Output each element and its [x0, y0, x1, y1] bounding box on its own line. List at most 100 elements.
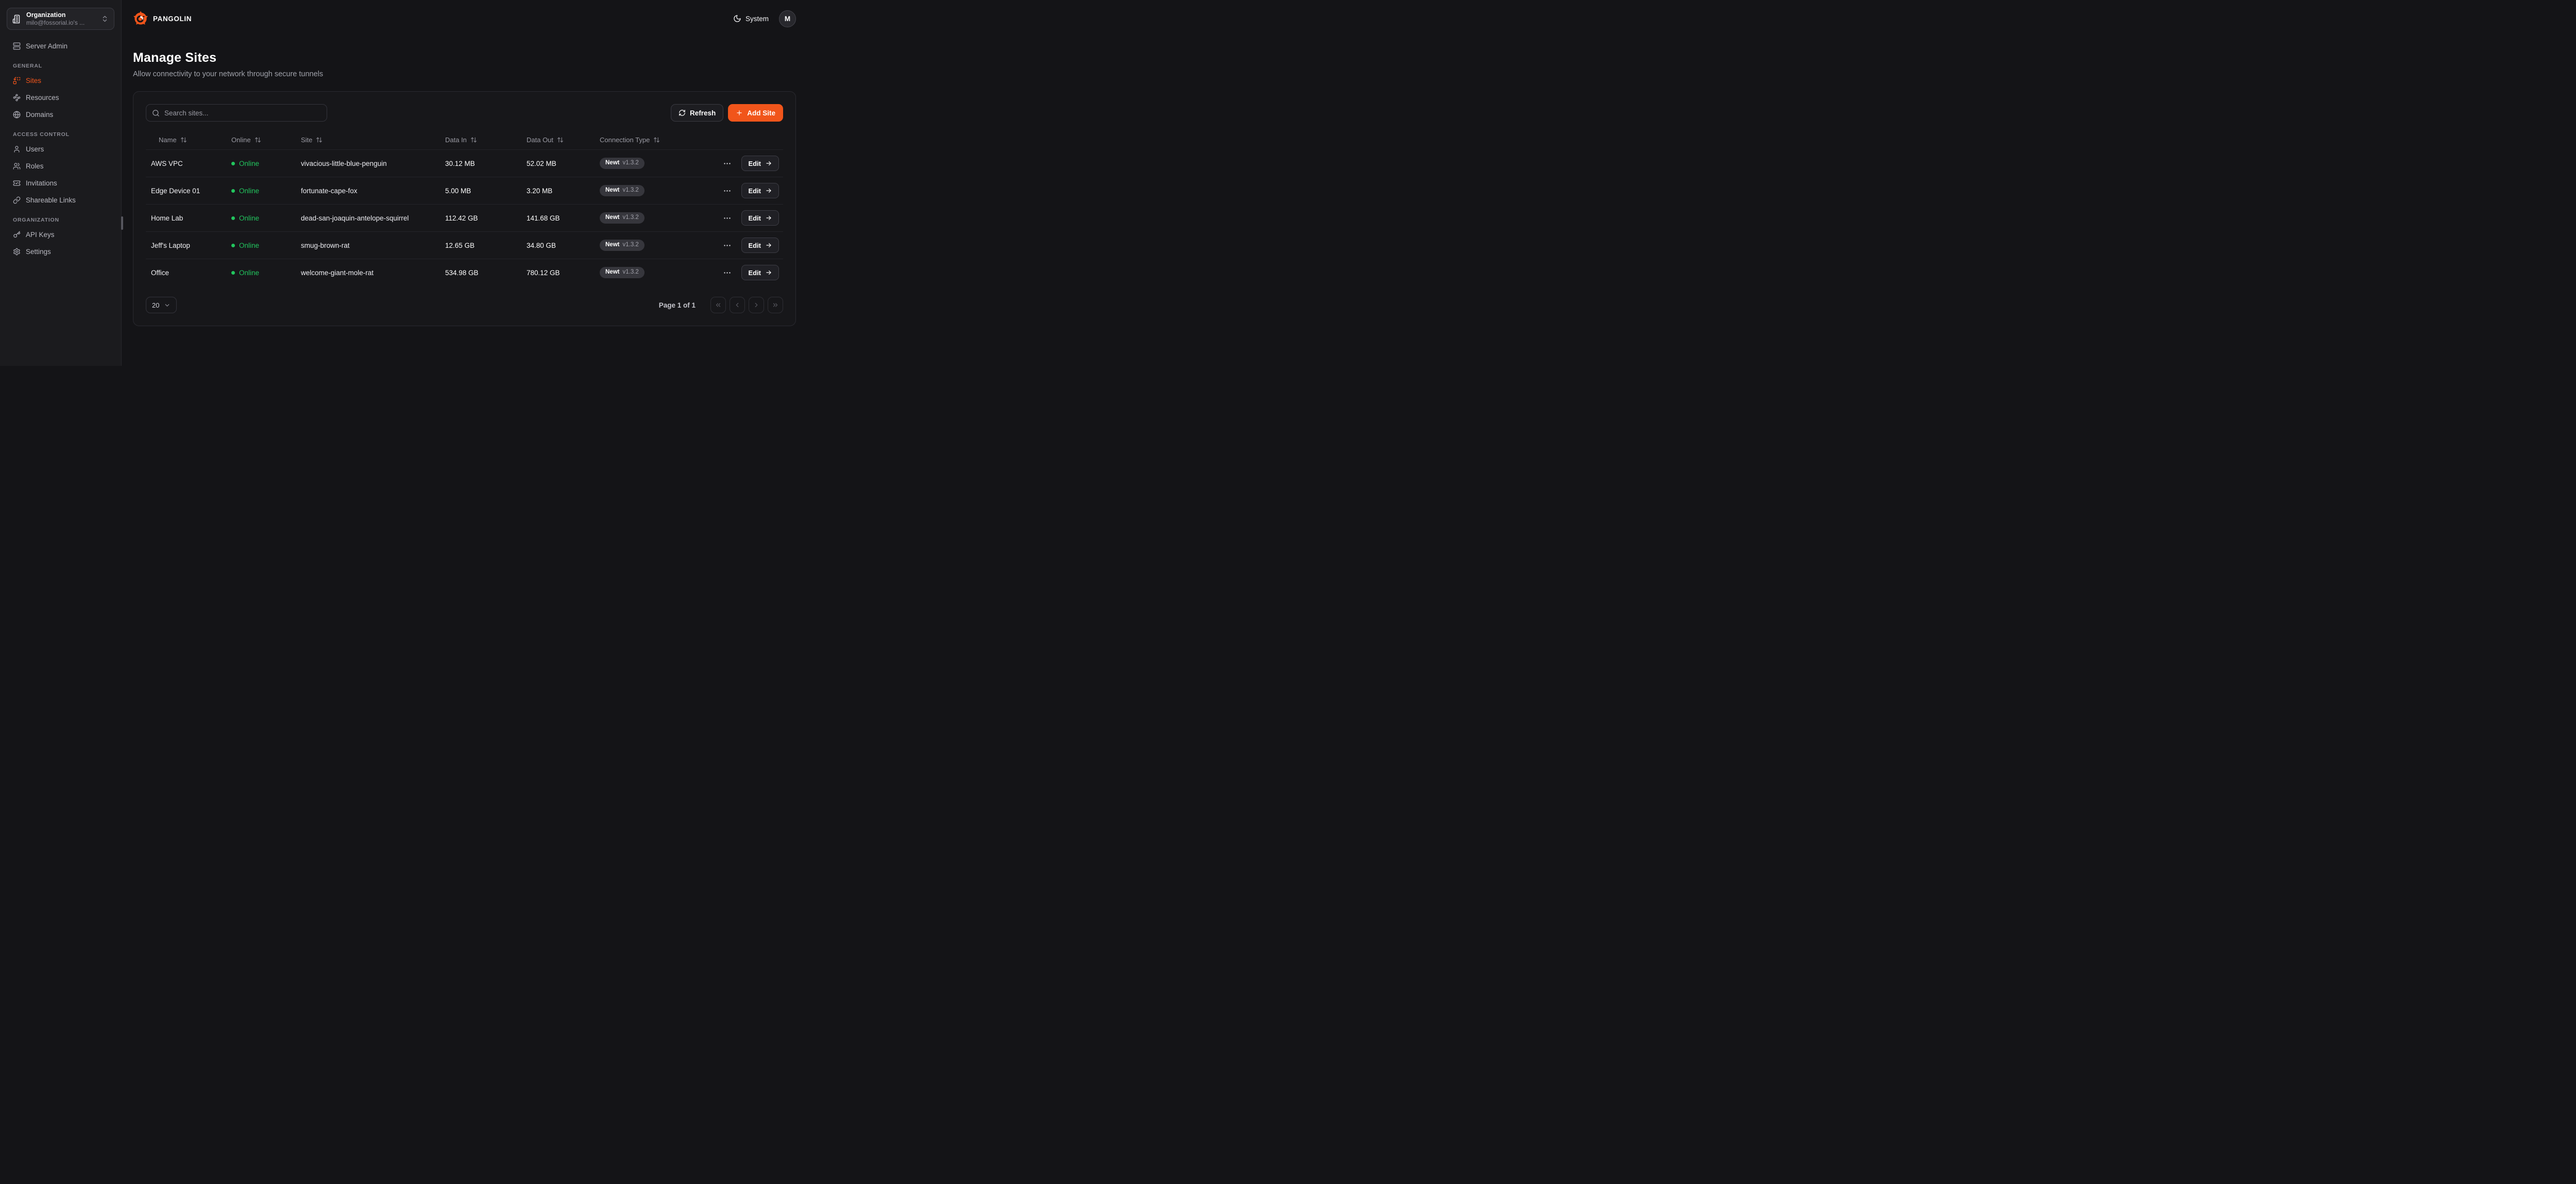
section-title-organization: ORGANIZATION — [13, 217, 59, 223]
brand-logo[interactable]: PANGOLIN — [133, 11, 192, 26]
site-name: Home Lab — [151, 214, 183, 222]
column-header-online[interactable]: Online — [231, 136, 301, 144]
sort-icon — [255, 137, 261, 142]
sort-icon — [654, 137, 660, 142]
row-actions: Edit — [696, 265, 783, 280]
site-id: welcome-giant-mole-rat — [301, 268, 374, 277]
sidebar-item-resources[interactable]: Resources — [7, 90, 114, 105]
last-page-button[interactable] — [768, 297, 783, 313]
chevron-left-icon — [736, 302, 739, 308]
pagination-controls: Page 1 of 1 — [659, 297, 783, 313]
ellipsis-icon — [724, 217, 731, 219]
first-page-button[interactable] — [710, 297, 726, 313]
sidebar-item-server-admin[interactable]: Server Admin — [7, 38, 114, 54]
sidebar-item-domains[interactable]: Domains — [7, 107, 114, 122]
add-site-button[interactable]: Add Site — [728, 104, 783, 122]
sort-icon — [471, 137, 477, 142]
edit-button[interactable]: Edit — [741, 183, 779, 198]
row-menu-button[interactable] — [722, 240, 733, 251]
chevrons-up-down-icon — [103, 15, 107, 22]
online-dot-icon — [231, 216, 235, 220]
data-in-value: 30.12 MB — [445, 159, 475, 167]
link-icon — [13, 196, 21, 204]
row-actions: Edit — [696, 183, 783, 198]
edit-button[interactable]: Edit — [741, 156, 779, 171]
page-size-select[interactable]: 20 — [146, 297, 177, 313]
site-name: Jeff's Laptop — [151, 241, 190, 249]
site-name: AWS VPC — [151, 159, 183, 167]
org-selector[interactable]: Organization milo@fossorial.io's ... — [7, 8, 114, 30]
online-status: Online — [231, 269, 301, 277]
table-header: Name Online Site Data In Data Out Connec… — [146, 130, 783, 149]
table-row: Jeff's Laptop Online smug-brown-rat 12.6… — [146, 231, 783, 259]
gear-icon — [13, 248, 20, 255]
sidebar-resize-handle[interactable] — [121, 216, 123, 230]
data-in-value: 5.00 MB — [445, 187, 471, 195]
ellipsis-icon — [724, 190, 731, 192]
row-menu-button[interactable] — [722, 213, 733, 224]
site-name: Edge Device 01 — [151, 187, 200, 195]
column-header-site[interactable]: Site — [301, 136, 445, 144]
refresh-button[interactable]: Refresh — [670, 104, 724, 122]
org-selector-label: Organization — [26, 11, 66, 19]
page-status: Page 1 of 1 — [658, 301, 696, 309]
connection-badge: Newt v1.3.2 — [600, 158, 645, 169]
data-out-value: 34.80 GB — [527, 241, 556, 249]
search-input[interactable] — [164, 109, 321, 117]
column-header-data-out[interactable]: Data Out — [527, 136, 600, 144]
column-header-connection-type[interactable]: Connection Type — [600, 136, 696, 144]
connection-type-cell: Newt v1.3.2 — [600, 267, 696, 278]
sidebar-item-label: Settings — [26, 247, 51, 256]
column-header-data-in[interactable]: Data In — [445, 136, 527, 144]
sidebar-item-invitations[interactable]: Invitations — [7, 175, 114, 191]
sidebar-item-api-keys[interactable]: API Keys — [7, 227, 114, 242]
site-id: smug-brown-rat — [301, 241, 350, 249]
ellipsis-icon — [724, 272, 731, 274]
page-head: Manage Sites Allow connectivity to your … — [133, 50, 796, 78]
key-icon — [13, 231, 21, 238]
edit-button[interactable]: Edit — [741, 238, 779, 253]
row-menu-button[interactable] — [722, 267, 733, 278]
sidebar-item-shareable-links[interactable]: Shareable Links — [7, 192, 114, 208]
previous-page-button[interactable] — [730, 297, 745, 313]
edit-button[interactable]: Edit — [741, 210, 779, 226]
search-box — [146, 104, 327, 122]
chevrons-right-icon — [773, 303, 778, 307]
table-row: Edge Device 01 Online fortunate-cape-fox… — [146, 177, 783, 204]
topbar: PANGOLIN System M — [133, 0, 796, 37]
sidebar-item-label: Users — [26, 145, 44, 153]
connection-badge: Newt v1.3.2 — [600, 185, 645, 196]
column-header-name[interactable]: Name — [146, 136, 231, 144]
edit-button[interactable]: Edit — [741, 265, 779, 280]
ellipsis-icon — [724, 162, 731, 164]
sidebar-item-roles[interactable]: Roles — [7, 158, 114, 174]
data-in-value: 12.65 GB — [445, 241, 475, 249]
avatar[interactable]: M — [779, 10, 796, 27]
data-out-value: 141.68 GB — [527, 214, 560, 222]
app-root: Organization milo@fossorial.io's ... Ser… — [0, 0, 808, 366]
section-title-access-control: ACCESS CONTROL — [13, 131, 70, 138]
data-out-value: 3.20 MB — [527, 187, 553, 195]
online-dot-icon — [231, 161, 235, 165]
row-actions: Edit — [696, 210, 783, 226]
topbar-right: System M — [733, 10, 796, 27]
ticket-check-icon — [13, 180, 21, 185]
data-out-value: 780.12 GB — [527, 268, 560, 277]
row-menu-button[interactable] — [722, 185, 733, 196]
sidebar: Organization milo@fossorial.io's ... Ser… — [0, 0, 123, 366]
sidebar-item-sites[interactable]: Sites — [7, 73, 114, 88]
connection-type-cell: Newt v1.3.2 — [600, 185, 696, 196]
row-menu-button[interactable] — [722, 158, 733, 169]
user-icon — [14, 145, 20, 153]
next-page-button[interactable] — [749, 297, 764, 313]
moon-icon — [734, 15, 741, 22]
refresh-icon — [679, 110, 685, 116]
online-status: Online — [231, 214, 301, 222]
arrow-right-icon — [766, 243, 771, 248]
sidebar-item-users[interactable]: Users — [7, 141, 114, 157]
sidebar-item-settings[interactable]: Settings — [7, 244, 114, 259]
site-name: Office — [151, 268, 170, 277]
globe-icon — [13, 111, 21, 118]
theme-toggle-button[interactable]: System — [733, 14, 769, 23]
workflow-icon — [13, 77, 21, 84]
